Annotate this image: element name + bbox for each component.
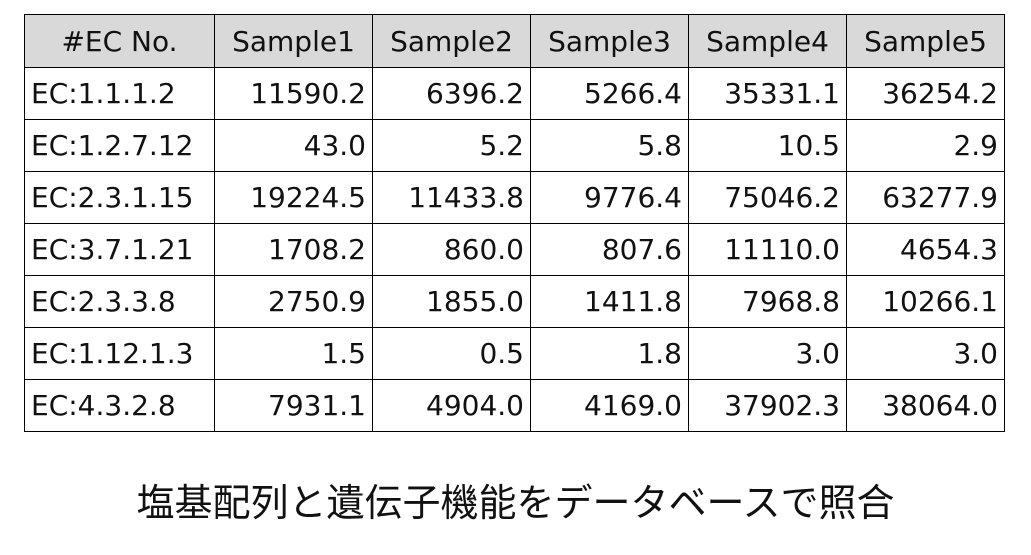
table-row: EC:2.3.1.15 19224.5 11433.8 9776.4 75046.2 63… bbox=[24, 171, 1005, 224]
value-cell: 807.6 bbox=[530, 223, 689, 276]
value-cell: 11433.8 bbox=[372, 171, 531, 224]
value-cell: 1708.2 bbox=[214, 223, 373, 276]
value-cell: 5.8 bbox=[530, 119, 689, 172]
caption: 塩基配列と遺伝子機能をデータベースで照合 bbox=[136, 481, 895, 525]
value-cell: 2.9 bbox=[846, 119, 1005, 172]
value-cell: 4169.0 bbox=[530, 379, 689, 432]
table-row: EC:4.3.2.8 7931.1 4904.0 4169.0 37902.3 38064… bbox=[24, 379, 1005, 432]
value-cell: 10.5 bbox=[688, 119, 847, 172]
value-cell: 6396.2 bbox=[372, 67, 531, 120]
table-row: EC:1.12.1.3 1.5 0.5 1.8 3.0 3.0 bbox=[24, 327, 1005, 380]
header-cell: Sample3 bbox=[530, 14, 689, 68]
table-row: EC:1.1.1.2 11590.2 6396.2 5266.4 35331.1 3625… bbox=[24, 67, 1005, 120]
value-cell: 1.5 bbox=[214, 327, 373, 380]
value-cell: 75046.2 bbox=[688, 171, 847, 224]
data-table: #EC No. Sample1 Sample2 Sample3 Sample4 Sampl… bbox=[24, 14, 1005, 432]
value-cell: 860.0 bbox=[372, 223, 531, 276]
value-cell: 0.5 bbox=[372, 327, 531, 380]
ec-number: EC:4.3.2.8 bbox=[24, 379, 215, 432]
value-cell: 1.8 bbox=[530, 327, 689, 380]
table-row: EC:3.7.1.21 1708.2 860.0 807.6 11110.0 4654.3 bbox=[24, 223, 1005, 276]
value-cell: 19224.5 bbox=[214, 171, 373, 224]
value-cell: 5.2 bbox=[372, 119, 531, 172]
value-cell: 1855.0 bbox=[372, 275, 531, 328]
value-cell: 7931.1 bbox=[214, 379, 373, 432]
ec-number: EC:1.2.7.12 bbox=[24, 119, 215, 172]
value-cell: 63277.9 bbox=[846, 171, 1005, 224]
value-cell: 4654.3 bbox=[846, 223, 1005, 276]
header-cell: Sample1 bbox=[214, 14, 373, 68]
ec-number: EC:2.3.3.8 bbox=[24, 275, 215, 328]
ec-number: EC:2.3.1.15 bbox=[24, 171, 215, 224]
value-cell: 11110.0 bbox=[688, 223, 847, 276]
value-cell: 35331.1 bbox=[688, 67, 847, 120]
value-cell: 2750.9 bbox=[214, 275, 373, 328]
table-row: EC:1.2.7.12 43.0 5.2 5.8 10.5 2.9 bbox=[24, 119, 1005, 172]
value-cell: 38064.0 bbox=[846, 379, 1005, 432]
value-cell: 36254.2 bbox=[846, 67, 1005, 120]
header-cell: Sample4 bbox=[688, 14, 847, 68]
value-cell: 7968.8 bbox=[688, 275, 847, 328]
value-cell: 5266.4 bbox=[530, 67, 689, 120]
value-cell: 11590.2 bbox=[214, 67, 373, 120]
table-row: EC:2.3.3.8 2750.9 1855.0 1411.8 7968.8 10266.… bbox=[24, 275, 1005, 328]
value-cell: 10266.1 bbox=[846, 275, 1005, 328]
ec-number: EC:1.1.1.2 bbox=[24, 67, 215, 120]
value-cell: 9776.4 bbox=[530, 171, 689, 224]
ec-number: EC:3.7.1.21 bbox=[24, 223, 215, 276]
header-cell: Sample5 bbox=[846, 14, 1005, 68]
ec-number: EC:1.12.1.3 bbox=[24, 327, 215, 380]
header-cell: #EC No. bbox=[24, 14, 215, 68]
value-cell: 43.0 bbox=[214, 119, 373, 172]
value-cell: 1411.8 bbox=[530, 275, 689, 328]
value-cell: 3.0 bbox=[688, 327, 847, 380]
value-cell: 3.0 bbox=[846, 327, 1005, 380]
header-cell: Sample2 bbox=[372, 14, 531, 68]
value-cell: 4904.0 bbox=[372, 379, 531, 432]
value-cell: 37902.3 bbox=[688, 379, 847, 432]
header-row: #EC No. Sample1 Sample2 Sample3 Sample4 Sampl… bbox=[24, 14, 1005, 68]
